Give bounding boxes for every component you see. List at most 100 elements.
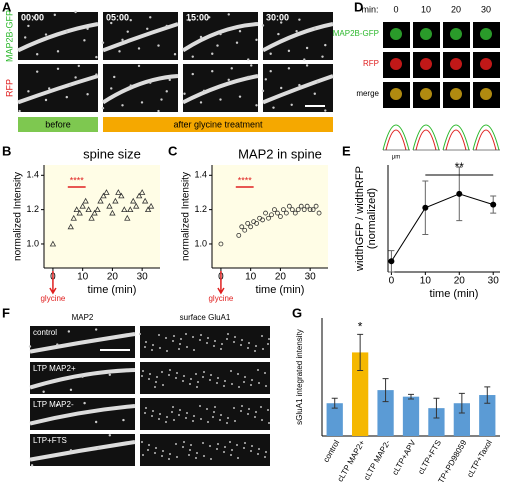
puncta bbox=[168, 458, 170, 460]
puncta bbox=[192, 420, 194, 422]
bar bbox=[326, 403, 343, 436]
puncta bbox=[240, 344, 242, 346]
puncta bbox=[144, 412, 146, 414]
puncta bbox=[155, 447, 157, 449]
time-label: 30 bbox=[481, 4, 491, 14]
puncta bbox=[208, 16, 211, 19]
puncta bbox=[230, 370, 232, 372]
puncta bbox=[250, 64, 253, 67]
puncta bbox=[144, 346, 146, 348]
puncta bbox=[227, 13, 230, 16]
puncta bbox=[217, 443, 219, 445]
micrograph bbox=[103, 64, 178, 112]
significance: ** bbox=[455, 160, 465, 174]
puncta bbox=[36, 53, 39, 56]
puncta bbox=[243, 447, 245, 449]
puncta bbox=[268, 422, 270, 424]
row-label: RFP bbox=[4, 79, 14, 97]
puncta bbox=[74, 10, 77, 14]
error-bar bbox=[331, 397, 338, 409]
puncta bbox=[152, 344, 154, 346]
puncta bbox=[42, 390, 45, 393]
point bbox=[292, 210, 298, 216]
significance: **** bbox=[238, 175, 253, 185]
stimulus-label: glycine bbox=[208, 294, 233, 303]
puncta bbox=[95, 55, 98, 59]
puncta bbox=[213, 411, 215, 413]
puncta bbox=[166, 350, 168, 352]
plot-background bbox=[44, 165, 160, 268]
error-bar bbox=[484, 386, 491, 404]
puncta bbox=[230, 454, 232, 456]
profile bbox=[385, 129, 407, 151]
puncta bbox=[280, 21, 283, 24]
x-tick-label: 30 bbox=[305, 272, 317, 283]
puncta bbox=[28, 345, 32, 348]
puncta bbox=[210, 374, 212, 376]
micrograph bbox=[140, 434, 270, 466]
x-tick-label: cLTP+APV bbox=[390, 438, 418, 477]
point bbox=[283, 210, 289, 216]
puncta bbox=[65, 30, 69, 33]
puncta bbox=[223, 451, 225, 453]
puncta bbox=[261, 89, 265, 93]
puncta bbox=[183, 441, 185, 443]
puncta bbox=[237, 373, 239, 375]
row-label: LTP+FTS bbox=[33, 436, 67, 445]
profile bbox=[382, 124, 410, 151]
puncta bbox=[255, 38, 258, 42]
puncta bbox=[238, 30, 242, 33]
puncta bbox=[168, 374, 170, 376]
error-bar bbox=[382, 378, 389, 403]
puncta bbox=[221, 343, 223, 345]
point bbox=[144, 206, 152, 213]
puncta bbox=[324, 109, 327, 112]
puncta bbox=[173, 53, 177, 56]
puncta bbox=[216, 448, 218, 450]
puncta bbox=[206, 342, 208, 344]
puncta bbox=[146, 27, 149, 30]
puncta bbox=[186, 346, 188, 348]
puncta bbox=[44, 98, 48, 102]
y-axis-label: (normalized) bbox=[366, 188, 378, 249]
point bbox=[82, 197, 89, 204]
stimulus-arrow bbox=[217, 271, 225, 295]
puncta bbox=[176, 456, 178, 458]
row-label: MAP2B-GFP bbox=[4, 10, 14, 62]
spine bbox=[420, 88, 432, 100]
point bbox=[112, 197, 119, 204]
dendrite bbox=[29, 332, 136, 354]
puncta bbox=[236, 444, 238, 446]
point bbox=[127, 206, 134, 213]
point bbox=[260, 217, 265, 223]
puncta bbox=[97, 447, 100, 450]
profile bbox=[412, 124, 440, 151]
puncta bbox=[108, 434, 112, 437]
puncta bbox=[207, 337, 209, 339]
puncta bbox=[118, 50, 121, 53]
puncta bbox=[206, 408, 208, 410]
puncta bbox=[231, 383, 233, 385]
x-tick-label: cLTP+Taxol bbox=[465, 438, 494, 479]
point bbox=[138, 189, 146, 195]
point bbox=[49, 240, 57, 247]
puncta bbox=[269, 70, 272, 73]
puncta bbox=[264, 456, 266, 458]
puncta bbox=[261, 335, 263, 337]
x-tick-label: control bbox=[321, 438, 341, 463]
point bbox=[121, 206, 128, 213]
puncta bbox=[141, 441, 143, 443]
puncta bbox=[129, 84, 132, 87]
puncta bbox=[227, 417, 229, 419]
puncta bbox=[36, 70, 39, 73]
puncta bbox=[313, 92, 316, 95]
puncta bbox=[209, 379, 211, 381]
puncta bbox=[254, 416, 256, 418]
point bbox=[133, 202, 140, 209]
puncta bbox=[192, 336, 194, 338]
panel-label: A bbox=[2, 0, 12, 14]
puncta bbox=[248, 342, 250, 344]
point bbox=[141, 197, 149, 204]
puncta bbox=[149, 373, 151, 375]
puncta bbox=[229, 441, 231, 443]
